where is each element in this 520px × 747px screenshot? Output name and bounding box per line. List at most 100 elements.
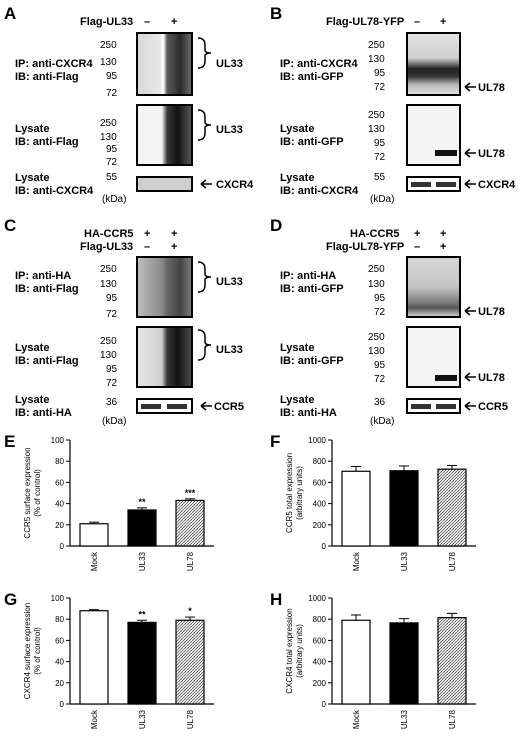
bar-h-ul33 xyxy=(389,622,419,705)
blot-image-a2 xyxy=(136,104,193,166)
target-label-a2: UL33 xyxy=(216,124,243,136)
target-label-c2: UL33 xyxy=(216,344,243,356)
y-tick-label-h-4: 800 xyxy=(313,615,327,624)
marker-b2-72: 72 xyxy=(374,152,386,163)
blot-label-c1-line2: IB: anti-Flag xyxy=(15,283,79,295)
y-axis-label-f-1: (arbitrary units) xyxy=(295,466,304,520)
marker-a2-130: 130 xyxy=(100,132,117,143)
x-tick-label-e-ul78: UL78 xyxy=(186,551,195,571)
blot-image-c1 xyxy=(136,256,193,318)
y-axis-label-h-0: CXCR4 total expression xyxy=(285,608,294,693)
y-tick-label-f-1: 200 xyxy=(313,521,327,530)
target-label-c1: UL33 xyxy=(216,276,243,288)
marker-a2-72: 72 xyxy=(106,157,118,168)
bracket-icon xyxy=(197,37,212,69)
marker-d2-130: 130 xyxy=(368,346,385,357)
header-sign-a-1: – xyxy=(144,16,151,28)
x-tick-label-h-ul78: UL78 xyxy=(448,709,457,729)
header-sign-b-2: + xyxy=(440,16,447,28)
blot-label-c1-line1: IP: anti-HA xyxy=(15,270,72,282)
marker-d1-130: 130 xyxy=(368,279,385,290)
blot-image-d2 xyxy=(406,326,461,388)
marker-c2-130: 130 xyxy=(100,350,117,361)
marker-a1-250: 250 xyxy=(100,40,117,51)
bar-f-ul78 xyxy=(437,468,467,547)
y-tick-label-h-3: 600 xyxy=(313,636,327,645)
y-tick-label-f-2: 400 xyxy=(313,500,327,509)
panel-letter-c: C xyxy=(4,216,17,235)
y-tick-label-e-3: 60 xyxy=(55,478,64,487)
bar-g-mock xyxy=(79,610,109,705)
y-tick-label-f-4: 800 xyxy=(313,457,327,466)
y-axis-label-g-0: CXCR4 surface expression xyxy=(23,603,32,699)
bracket-icon xyxy=(197,109,212,141)
chart-f: 0 200 400 600 800 1000 CCR5 total expression (a… xyxy=(285,436,476,571)
marker-c2-250: 250 xyxy=(100,336,117,347)
marker-b1-95: 95 xyxy=(374,68,386,79)
arrow-icon xyxy=(200,401,212,411)
panel-letter-e: E xyxy=(4,432,16,451)
panel-letter-b: B xyxy=(270,4,283,23)
marker-c1-95: 95 xyxy=(106,293,118,304)
marker-a1-130: 130 xyxy=(100,57,117,68)
marker-b1-250: 250 xyxy=(368,40,385,51)
marker-b1-72: 72 xyxy=(374,82,386,93)
arrow-icon xyxy=(200,179,212,189)
y-tick-label-g-2: 40 xyxy=(55,658,64,667)
blot-image-c3 xyxy=(136,398,193,414)
y-tick-label-f-5: 1000 xyxy=(308,436,326,445)
header-sign-b-1: – xyxy=(414,16,421,28)
y-axis-label-e-1: (% of control) xyxy=(33,469,42,517)
marker-a1-72: 72 xyxy=(106,88,118,99)
blot-label-d3-line1: Lysate xyxy=(280,394,315,406)
x-tick-label-g-ul78: UL78 xyxy=(186,709,195,729)
header-label-d1: HA-CCR5 xyxy=(350,228,400,240)
blot-image-b1 xyxy=(406,32,461,96)
blot-label-b1-line2: IB: anti-GFP xyxy=(280,71,344,83)
marker-d2-95: 95 xyxy=(374,360,386,371)
bar-g-ul33 xyxy=(127,621,157,705)
header-label-c1: HA-CCR5 xyxy=(84,228,134,240)
blot-label-d2-line1: Lysate xyxy=(280,342,315,354)
y-axis-label-g-1: (% of control) xyxy=(33,627,42,675)
chart-g: 0 20 40 60 80 100 CXCR4 surface expression (% o… xyxy=(23,594,214,729)
y-tick-label-e-4: 80 xyxy=(55,457,64,466)
unit-label-c: (kDa) xyxy=(102,416,127,427)
header-label-c2: Flag-UL33 xyxy=(80,241,134,253)
x-tick-label-g-ul33: UL33 xyxy=(138,709,147,729)
marker-a2-250: 250 xyxy=(100,118,117,129)
blot-label-a2-line1: Lysate xyxy=(15,123,50,135)
arrow-icon xyxy=(464,148,476,158)
panel-letter-f: F xyxy=(270,432,281,451)
blot-label-a3-line1: Lysate xyxy=(15,172,50,184)
blot-label-d1-line2: IB: anti-GFP xyxy=(280,283,344,295)
target-label-a3: CXCR4 xyxy=(216,179,254,191)
bracket-icon xyxy=(197,261,212,293)
blot-label-a3-line2: IB: anti-CXCR4 xyxy=(15,185,94,197)
blot-label-c3-line2: IB: anti-HA xyxy=(15,407,72,419)
y-tick-label-e-0: 0 xyxy=(60,542,65,551)
blot-image-a3 xyxy=(136,176,193,192)
y-axis-label-e-0: CCR5 surface expression xyxy=(23,447,32,538)
marker-b2-250: 250 xyxy=(368,110,385,121)
y-tick-label-f-3: 600 xyxy=(313,478,327,487)
target-label-d1: UL78 xyxy=(478,306,505,318)
x-tick-label-e-ul33: UL33 xyxy=(138,551,147,571)
marker-d2-72: 72 xyxy=(374,374,386,385)
y-tick-label-e-2: 40 xyxy=(55,500,64,509)
unit-label-b: (kDa) xyxy=(370,194,395,205)
marker-c1-130: 130 xyxy=(100,279,117,290)
y-axis-label-f-0: CCR5 total expression xyxy=(285,453,294,533)
y-tick-label-h-0: 0 xyxy=(322,700,327,709)
blot-image-b3 xyxy=(406,176,461,192)
marker-d1-250: 250 xyxy=(368,264,385,275)
y-tick-label-f-0: 0 xyxy=(322,542,327,551)
x-tick-label-f-ul33: UL33 xyxy=(400,551,409,571)
header-sign-c1-1: + xyxy=(144,228,151,240)
header-sign-d1-2: + xyxy=(440,228,447,240)
unit-label-d: (kDa) xyxy=(370,416,395,427)
header-label-b: Flag-UL78-YFP xyxy=(326,16,405,28)
header-sign-d2-2: + xyxy=(440,241,447,253)
y-tick-label-g-4: 80 xyxy=(55,615,64,624)
target-label-b3: CXCR4 xyxy=(478,179,516,191)
